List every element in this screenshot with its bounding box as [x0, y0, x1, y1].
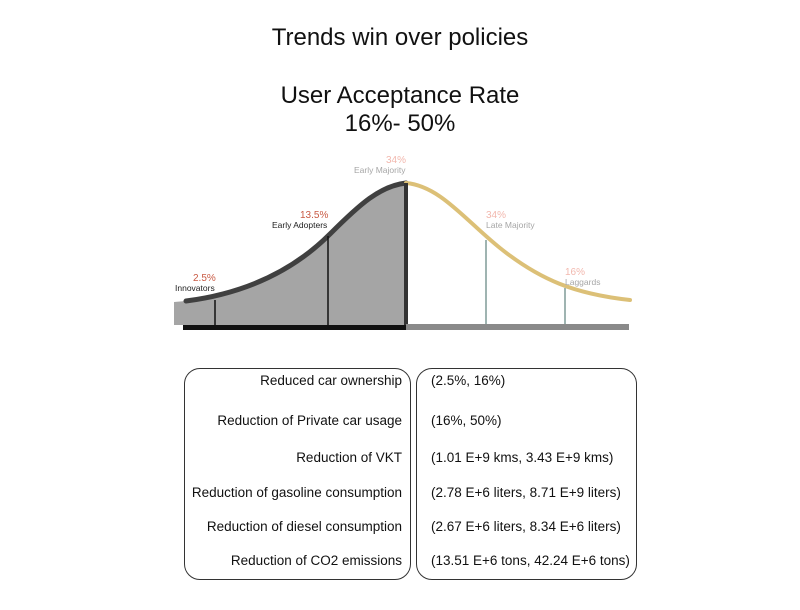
impact-value: (2.67 E+6 liters, 8.34 E+6 liters) [431, 519, 621, 534]
impact-labels-panel: Reduced car ownership Reduction of Priva… [184, 368, 411, 580]
segment-name: Innovators [175, 283, 215, 293]
segment-percent: 16% [565, 267, 585, 278]
diagram-subtitle: User Acceptance Rate [280, 82, 520, 109]
segment-name: Early Adopters [272, 220, 327, 230]
impact-value: (16%, 50%) [431, 413, 502, 428]
page-title: Trends win over policies [271, 24, 529, 51]
segment-percent: 34% [386, 155, 406, 166]
left-curve [183, 180, 409, 304]
right-curve [404, 181, 632, 302]
impact-label: Reduction of Private car usage [217, 413, 402, 428]
segment-percent: 34% [486, 210, 506, 221]
segment-name: Late Majority [486, 220, 535, 230]
left-base-bar [183, 325, 406, 330]
segment-percent: 13.5% [300, 210, 328, 221]
segment-name: Early Majority [354, 165, 406, 175]
impact-label: Reduced car ownership [260, 373, 402, 388]
left-area-fill [174, 183, 406, 325]
impact-value: (2.5%, 16%) [431, 373, 506, 388]
impact-label: Reduction of VKT [296, 450, 402, 465]
impact-label: Reduction of CO2 emissions [230, 553, 402, 568]
segment-name: Laggards [565, 277, 600, 287]
adoption-curve: 2.5% Innovators 13.5% Early Adopters 34%… [174, 155, 632, 330]
impact-value: (1.01 E+9 kms, 3.43 E+9 kms) [431, 450, 614, 465]
impact-label: Reduction of gasoline consumption [191, 485, 402, 500]
acceptance-range: 16%- 50% [344, 110, 456, 137]
right-base-bar [406, 324, 629, 330]
impact-value: (13.51 E+6 tons, 42.24 E+6 tons) [431, 553, 630, 568]
impact-label: Reduction of diesel consumption [206, 519, 402, 534]
impact-values-panel: (2.5%, 16%) (16%, 50%) (1.01 E+9 kms, 3.… [416, 368, 637, 580]
impact-value: (2.78 E+6 liters, 8.71 E+9 liters) [431, 485, 621, 500]
segment-percent: 2.5% [193, 273, 216, 284]
